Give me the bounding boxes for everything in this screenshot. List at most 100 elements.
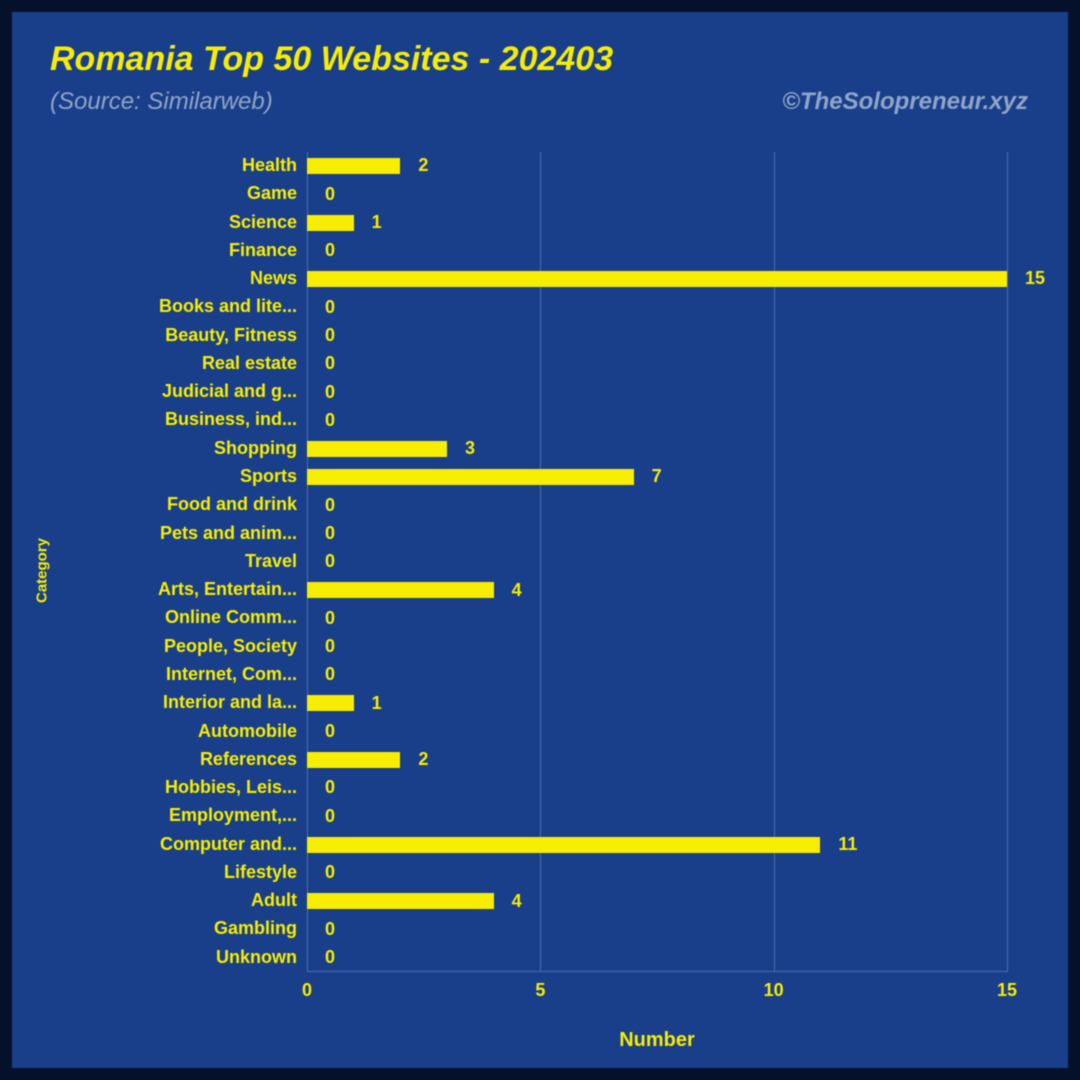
bar [307, 271, 1007, 287]
bar-value-label: 0 [325, 721, 335, 742]
bar-value-label: 0 [325, 184, 335, 205]
bar [307, 215, 354, 231]
category-label: Hobbies, Leis... [17, 777, 297, 798]
bar-value-label: 0 [325, 551, 335, 572]
category-label: Internet, Com... [17, 664, 297, 685]
bar-row: Interior and la...1 [307, 689, 1007, 717]
category-label: Real estate [17, 353, 297, 374]
bar-row: Internet, Com...0 [307, 661, 1007, 689]
bar-value-label: 4 [512, 891, 522, 912]
chart-subtitle: (Source: Similarweb) [50, 88, 273, 116]
category-label: Judicial and g... [17, 381, 297, 402]
bar-row: Pets and anim...0 [307, 520, 1007, 548]
category-label: People, Society [17, 636, 297, 657]
bar-row: Finance0 [307, 237, 1007, 265]
bar-row: Adult4 [307, 887, 1007, 915]
bar-row: Hobbies, Leis...0 [307, 774, 1007, 802]
category-label: Unknown [17, 947, 297, 968]
outer-frame: Romania Top 50 Websites - 202403 (Source… [0, 0, 1080, 1080]
bar-row: Judicial and g...0 [307, 378, 1007, 406]
bar-row: Game0 [307, 180, 1007, 208]
bar-row: Arts, Entertain...4 [307, 576, 1007, 604]
bar-value-label: 0 [325, 777, 335, 798]
bar-row: Online Comm...0 [307, 604, 1007, 632]
bar [307, 752, 400, 768]
category-label: Computer and... [17, 834, 297, 855]
x-tick-label: 0 [302, 980, 312, 1001]
bar-value-label: 0 [325, 919, 335, 940]
category-label: Health [17, 155, 297, 176]
category-label: References [17, 749, 297, 770]
bar-value-label: 3 [465, 438, 475, 459]
chart-credit: ©TheSolopreneur.xyz [782, 88, 1028, 116]
bar-value-label: 7 [652, 466, 662, 487]
category-label: Travel [17, 551, 297, 572]
bar-value-label: 0 [325, 495, 335, 516]
bar-value-label: 0 [325, 382, 335, 403]
bar-value-label: 0 [325, 806, 335, 827]
bar-value-label: 0 [325, 353, 335, 374]
bar-row: Books and lite...0 [307, 293, 1007, 321]
bar-row: People, Society0 [307, 633, 1007, 661]
bar-row: Lifestyle0 [307, 859, 1007, 887]
bar [307, 158, 400, 174]
bar-value-label: 0 [325, 636, 335, 657]
category-label: Automobile [17, 721, 297, 742]
category-label: Finance [17, 240, 297, 261]
category-label: Books and lite... [17, 296, 297, 317]
category-label: Pets and anim... [17, 523, 297, 544]
bar-value-label: 0 [325, 240, 335, 261]
bar-row: Gambling0 [307, 915, 1007, 943]
plot-area: Number Category 051015Health2Game0Scienc… [307, 152, 1007, 972]
chart-title: Romania Top 50 Websites - 202403 [50, 40, 613, 79]
category-label: Business, ind... [17, 409, 297, 430]
category-label: News [17, 268, 297, 289]
bar-value-label: 0 [325, 947, 335, 968]
category-label: Interior and la... [17, 692, 297, 713]
category-label: Beauty, Fitness [17, 325, 297, 346]
bar-value-label: 0 [325, 664, 335, 685]
bar [307, 695, 354, 711]
chart-panel: Romania Top 50 Websites - 202403 (Source… [12, 12, 1068, 1068]
bar-value-label: 15 [1025, 268, 1045, 289]
bar-value-label: 0 [325, 410, 335, 431]
x-tick-label: 10 [764, 980, 784, 1001]
bar [307, 893, 494, 909]
gridline [1007, 152, 1008, 972]
bar-value-label: 0 [325, 862, 335, 883]
bar-row: Travel0 [307, 548, 1007, 576]
bar [307, 441, 447, 457]
bar [307, 837, 820, 853]
bar-row: Real estate0 [307, 350, 1007, 378]
bar-value-label: 0 [325, 523, 335, 544]
bar-row: Science1 [307, 209, 1007, 237]
category-label: Online Comm... [17, 607, 297, 628]
category-label: Food and drink [17, 494, 297, 515]
bar-value-label: 11 [838, 834, 857, 855]
bar-row: Sports7 [307, 463, 1007, 491]
category-label: Employment,... [17, 805, 297, 826]
bar-value-label: 1 [372, 693, 382, 714]
x-tick-label: 5 [535, 980, 545, 1001]
bar-value-label: 0 [325, 325, 335, 346]
bar [307, 469, 634, 485]
bar-row: Shopping3 [307, 435, 1007, 463]
bar [307, 582, 494, 598]
x-tick-label: 15 [997, 980, 1017, 1001]
bar-row: Business, ind...0 [307, 406, 1007, 434]
bar-row: Food and drink0 [307, 491, 1007, 519]
bar-row: Computer and...11 [307, 831, 1007, 859]
category-label: Game [17, 183, 297, 204]
bar-row: Employment,...0 [307, 802, 1007, 830]
x-axis-title: Number [619, 1029, 695, 1052]
bar-value-label: 1 [372, 212, 382, 233]
bar-row: Health2 [307, 152, 1007, 180]
category-label: Arts, Entertain... [17, 579, 297, 600]
category-label: Lifestyle [17, 862, 297, 883]
bar-value-label: 0 [325, 608, 335, 629]
category-label: Shopping [17, 438, 297, 459]
bar-value-label: 0 [325, 297, 335, 318]
bar-value-label: 2 [418, 749, 428, 770]
category-label: Science [17, 212, 297, 233]
bar-row: Unknown0 [307, 944, 1007, 972]
